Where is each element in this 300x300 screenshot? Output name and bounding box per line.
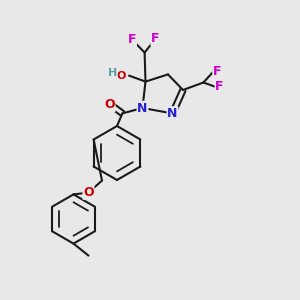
Text: F: F bbox=[151, 32, 160, 46]
Text: O: O bbox=[83, 186, 94, 199]
Text: O: O bbox=[117, 70, 126, 81]
Text: N: N bbox=[137, 101, 148, 115]
Text: F: F bbox=[215, 80, 224, 94]
Text: F: F bbox=[128, 33, 136, 46]
Text: O: O bbox=[104, 98, 115, 112]
Text: N: N bbox=[167, 107, 178, 120]
Text: F: F bbox=[213, 65, 221, 78]
Text: H: H bbox=[108, 68, 117, 78]
